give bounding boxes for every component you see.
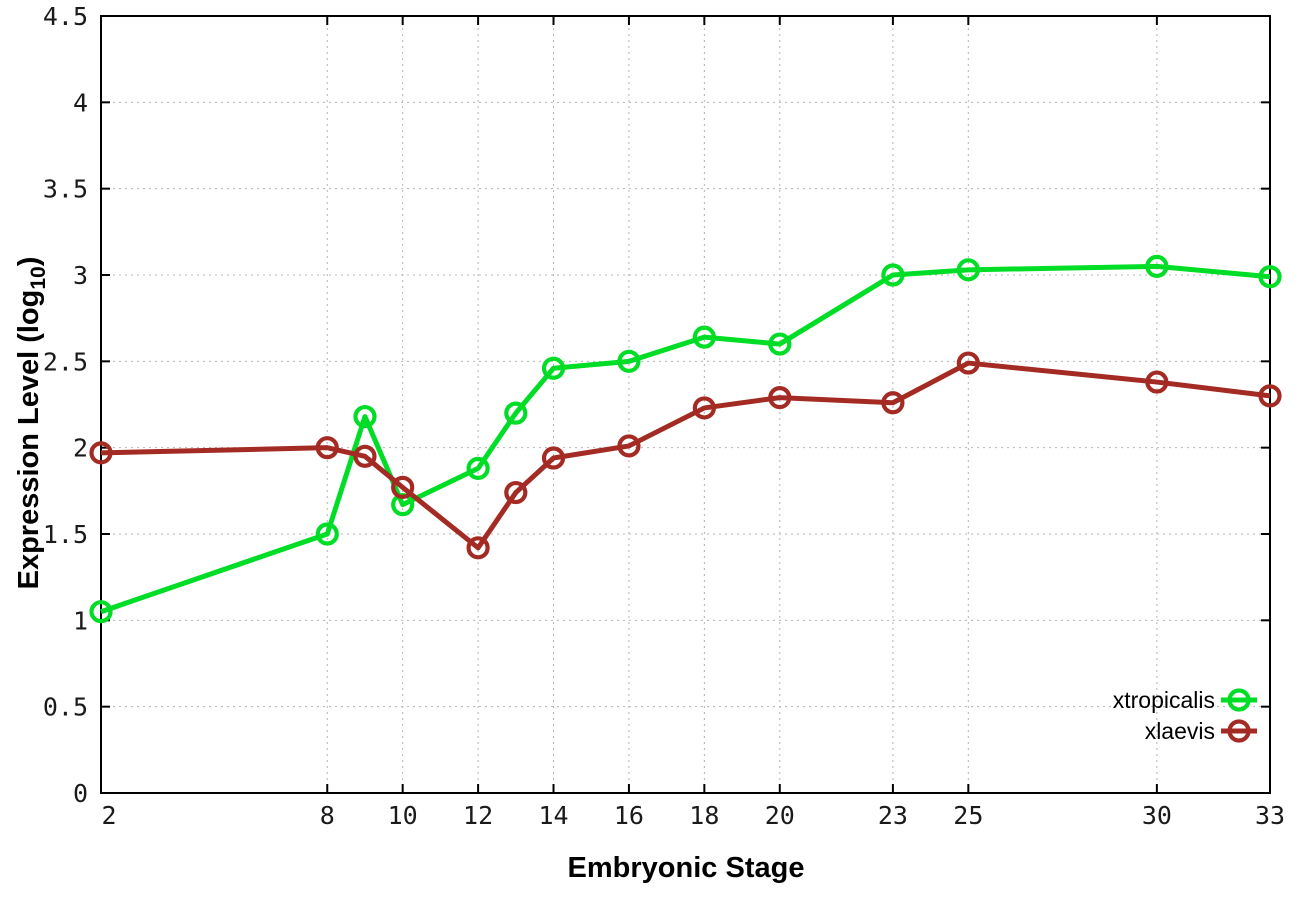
data-point-xlaevis <box>956 351 980 375</box>
series-layer <box>89 254 1282 624</box>
x-tick-label: 10 <box>388 801 418 830</box>
y-tick-label: 2.5 <box>43 347 88 376</box>
data-point-xtropicalis <box>692 325 716 349</box>
y-axis-title-text: Expression Level (log <box>13 290 45 590</box>
data-point-xtropicalis <box>466 456 490 480</box>
x-axis-title: Embryonic Stage <box>568 852 805 884</box>
y-tick-label: 4 <box>73 88 88 117</box>
data-point-xtropicalis <box>1258 265 1282 289</box>
x-tick-label: 20 <box>765 801 795 830</box>
gridlines <box>100 15 1271 794</box>
data-point-xtropicalis <box>353 404 377 429</box>
data-point-xlaevis <box>315 436 339 460</box>
x-tick-label: 25 <box>953 801 983 830</box>
data-point-xlaevis <box>768 385 792 410</box>
legend-sample-marker-xlaevis <box>1227 719 1251 743</box>
data-point-xtropicalis <box>541 356 566 380</box>
legend-row-xtropicalis: xtropicalis <box>1113 687 1257 713</box>
series-xtropicalis <box>89 254 1282 624</box>
x-tick-label: 18 <box>689 801 719 830</box>
data-point-xlaevis <box>504 480 528 505</box>
y-tick-label: 0.5 <box>43 693 88 722</box>
data-point-xlaevis <box>391 475 415 499</box>
legend-label-xlaevis: xlaevis <box>1145 718 1215 744</box>
data-point-xlaevis <box>881 391 905 415</box>
x-tick-label: 12 <box>463 801 493 830</box>
y-tick-label: 0 <box>73 779 88 808</box>
y-axis-title-suffix: ) <box>13 257 45 267</box>
plot-border <box>100 15 1271 794</box>
x-tick-label: 33 <box>1255 801 1285 830</box>
axis-ticks <box>100 15 1271 794</box>
data-point-xtropicalis <box>881 263 905 287</box>
y-tick-label: 4.5 <box>43 2 88 31</box>
legend-row-xlaevis: xlaevis <box>1145 718 1257 744</box>
data-point-xtropicalis <box>617 349 641 373</box>
legend-sample-marker-xtropicalis <box>1227 688 1251 712</box>
legend: xtropicalis xlaevis <box>1113 687 1257 744</box>
x-tick-label: 14 <box>538 801 568 830</box>
data-point-xlaevis <box>466 536 490 560</box>
data-point-xtropicalis <box>956 258 980 282</box>
data-point-xtropicalis <box>504 401 528 425</box>
data-point-xtropicalis <box>1145 254 1169 278</box>
y-tick-label: 3.5 <box>43 175 88 204</box>
y-axis-title: Expression Level (log10) <box>13 257 50 590</box>
data-point-xlaevis <box>1258 384 1282 408</box>
series-xlaevis <box>89 351 1282 560</box>
data-point-xlaevis <box>617 434 641 458</box>
x-tick-label: 8 <box>320 801 335 830</box>
x-tick-label: 16 <box>614 801 644 830</box>
data-point-xlaevis <box>1145 370 1169 394</box>
y-axis-title-subscript: 10 <box>27 266 50 289</box>
x-tick-labels: 2 8 10 12 14 16 18 20 23 25 30 33 <box>101 801 1285 830</box>
y-tick-labels: 0 0.5 1 1.5 2 2.5 3 3.5 4 4.5 <box>43 2 88 808</box>
data-point-xlaevis <box>541 446 566 470</box>
y-tick-label: 1.5 <box>43 520 88 549</box>
y-tick-label: 2 <box>73 434 88 463</box>
data-point-xlaevis <box>692 396 716 420</box>
y-tick-label: 1 <box>73 606 88 635</box>
y-tick-label: 3 <box>73 261 88 290</box>
data-point-xtropicalis <box>315 522 339 546</box>
series-line-xlaevis <box>100 360 1271 551</box>
series-line-xtropicalis <box>100 263 1271 615</box>
data-point-xtropicalis <box>768 332 792 356</box>
legend-label-xtropicalis: xtropicalis <box>1113 687 1215 713</box>
data-point-xlaevis <box>353 444 377 468</box>
x-tick-label: 2 <box>101 801 116 830</box>
data-point-xtropicalis <box>89 600 113 624</box>
x-tick-label: 30 <box>1142 801 1172 830</box>
x-tick-label: 23 <box>878 801 908 830</box>
data-point-xlaevis <box>89 441 113 465</box>
